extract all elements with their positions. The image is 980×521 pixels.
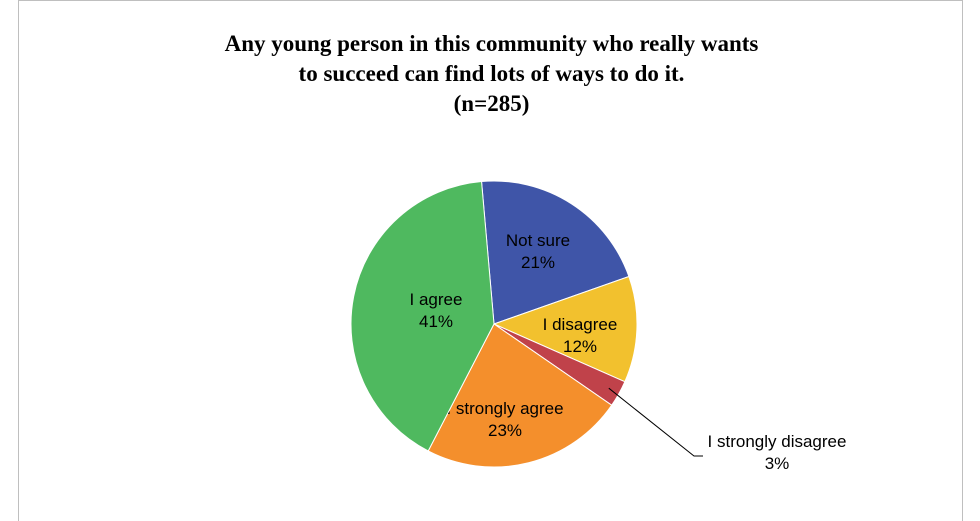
slice-value-i-strongly-agree: 23% (488, 421, 522, 440)
chart-title-line-1: Any young person in this community who r… (224, 31, 759, 56)
slice-label-i-strongly-agree: I strongly agree (446, 399, 563, 418)
slice-label-not-sure: Not sure (506, 231, 570, 250)
slice-value-i-strongly-disagree: 3% (765, 454, 790, 473)
pie-slice-i-agree (350, 180, 495, 452)
slice-value-i-disagree: 12% (563, 337, 597, 356)
chart-title: Any young person in this community who r… (19, 29, 964, 119)
pie-slice-i-strongly-agree (427, 323, 613, 468)
slice-label-i-disagree: I disagree (543, 315, 618, 334)
slice-value-i-agree: 41% (419, 312, 453, 331)
slice-value-not-sure: 21% (521, 253, 555, 272)
chart-title-line-2: to succeed can find lots of ways to do i… (298, 61, 685, 86)
slice-label-i-agree: I agree (410, 290, 463, 309)
chart-title-line-3: (n=285) (453, 91, 530, 116)
pie-slice-not-sure (480, 180, 630, 325)
leader-line-i-strongly-disagree (608, 387, 703, 457)
slice-label-i-strongly-disagree: I strongly disagree (708, 432, 847, 451)
pie-slice-i-disagree (492, 275, 638, 383)
